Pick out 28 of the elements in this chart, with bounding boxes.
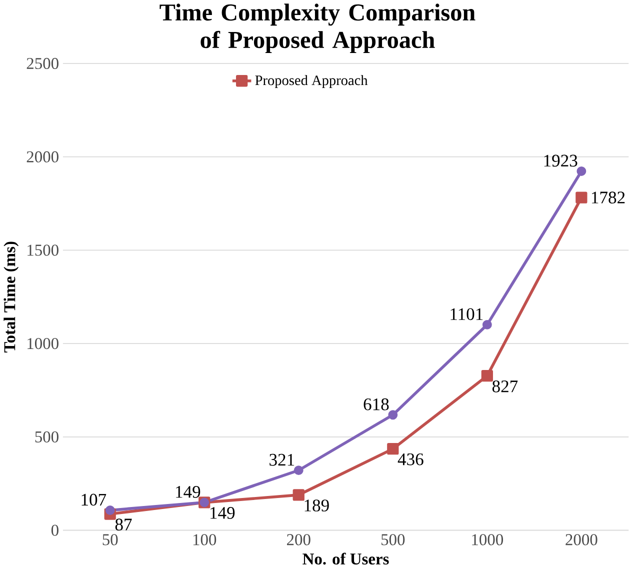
y-tick-label: 0 [51, 524, 58, 536]
x-tick-label: 100 [193, 534, 216, 546]
y-tick-label: 500 [35, 431, 58, 442]
data-label: 436 [398, 453, 424, 466]
legend-label: Proposed Approach [255, 74, 368, 88]
x-tick-label: 2000 [566, 534, 598, 546]
chart-title: Time Complexity Comparison of Proposed Approach [160, 4, 476, 53]
data-label: 1923 [544, 154, 578, 166]
data-label: 107 [82, 494, 106, 506]
y-tick-label: 1500 [28, 244, 58, 256]
y-tick-label: 2500 [26, 58, 58, 69]
data-label: 87 [115, 518, 132, 530]
x-axis-title: No. of Users [302, 552, 389, 564]
data-label: 827 [492, 380, 518, 392]
data-label: 321 [270, 454, 294, 466]
x-tick-label: 50 [102, 534, 118, 546]
data-label: 1101 [450, 308, 483, 320]
y-axis-title: Total Time (ms) [4, 242, 19, 352]
x-tick-label: 500 [382, 534, 405, 546]
data-label: 149 [210, 506, 235, 519]
data-label: 189 [304, 499, 329, 512]
x-tick-label: 1000 [472, 534, 504, 546]
y-tick-label: 1000 [28, 338, 58, 349]
x-tick-label: 200 [287, 534, 310, 546]
data-label: 618 [364, 398, 389, 410]
data-label: 1782 [592, 191, 625, 204]
y-tick-label: 2000 [26, 151, 58, 162]
data-label: 149 [176, 486, 200, 498]
